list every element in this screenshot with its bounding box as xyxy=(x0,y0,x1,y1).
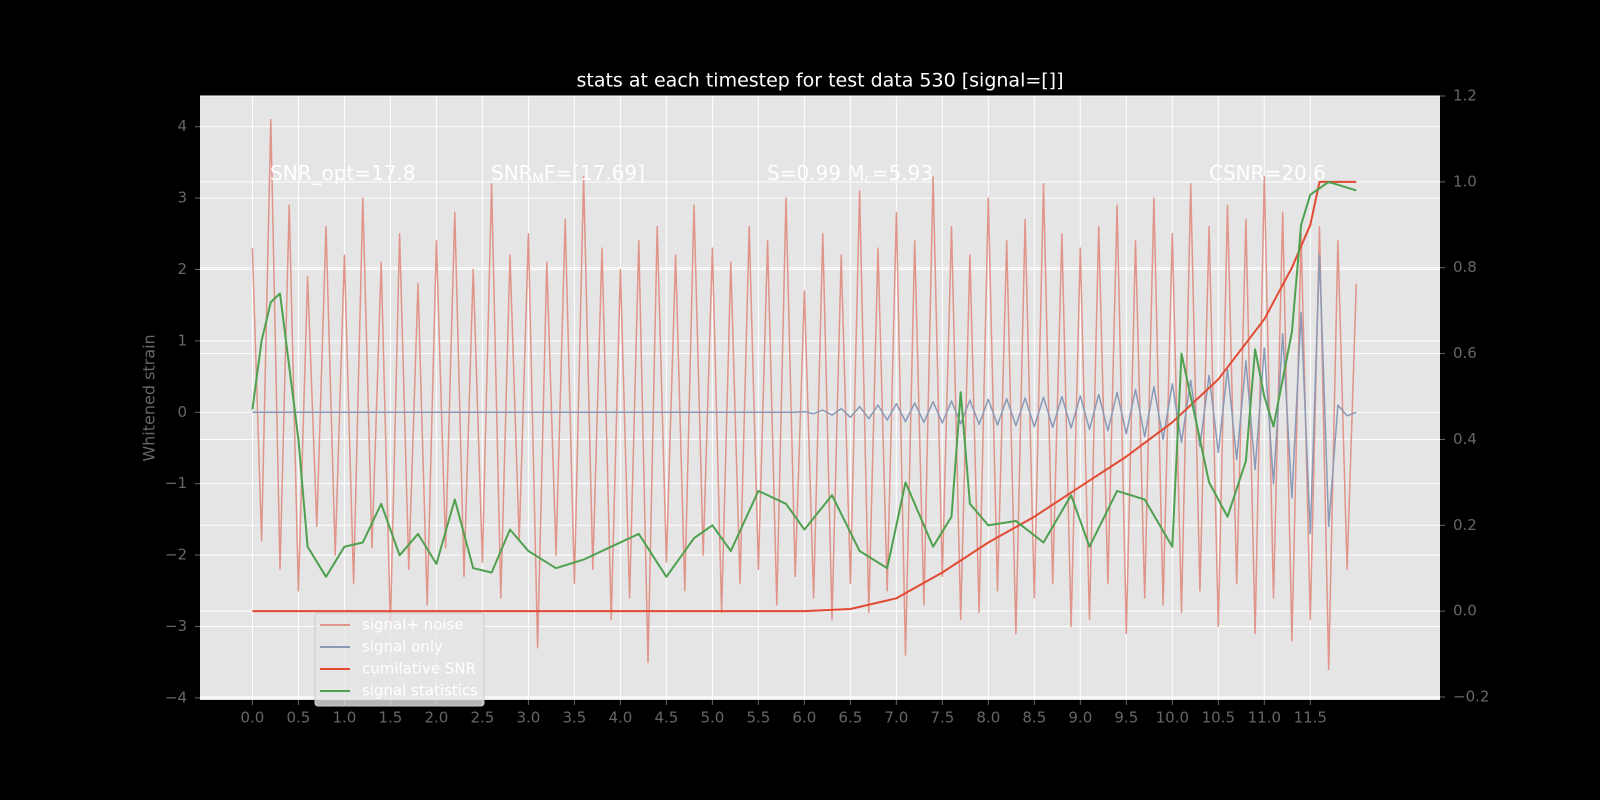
x-tick-label: 6.0 xyxy=(792,709,816,727)
legend-box xyxy=(314,612,485,707)
x-tick-label: 3.0 xyxy=(516,709,540,727)
y2-tick-label: 1.0 xyxy=(1453,172,1477,190)
annotation-part: =5.93 xyxy=(872,161,933,185)
y-tick-label: −4 xyxy=(165,688,187,706)
annotation: SNR_opt=17.8 xyxy=(270,161,416,185)
annotation-part: c xyxy=(865,172,872,187)
x-tick-label: 5.5 xyxy=(746,709,770,727)
x-tick-label: 4.5 xyxy=(654,709,678,727)
x-tick-label: 2.5 xyxy=(470,709,494,727)
x-tick-label: 9.0 xyxy=(1068,709,1092,727)
series-line xyxy=(251,180,1357,578)
annotation-part: F=[17.69] xyxy=(544,161,645,185)
y-tick-label: 3 xyxy=(177,189,187,207)
y2-tick-label: 0.2 xyxy=(1453,516,1477,534)
x-tick-label: 1.5 xyxy=(378,709,402,727)
legend-label: signal only xyxy=(362,638,443,656)
y-tick-label: −2 xyxy=(165,546,187,564)
x-tick-label: 4.0 xyxy=(608,709,632,727)
y-tick-label: 2 xyxy=(177,260,187,278)
y-axis-label: Whitened strain xyxy=(140,334,159,461)
y2-tick-label: 1.2 xyxy=(1453,87,1477,105)
chart-title: stats at each timestep for test data 530… xyxy=(576,70,1063,92)
x-tick-label: 6.5 xyxy=(838,709,862,727)
y-tick-label: 1 xyxy=(177,331,187,349)
y-tick-label: 4 xyxy=(177,117,187,135)
y2-tick-label: 0.6 xyxy=(1453,344,1477,362)
plot-area xyxy=(200,96,1440,700)
x-tick-label: 8.5 xyxy=(1022,709,1046,727)
legend-label: signal statistics xyxy=(362,682,478,700)
annotation-part: SNR_opt=17.8 xyxy=(270,161,416,185)
y2-tick-label: 0.8 xyxy=(1453,258,1477,276)
y-tick-label: −3 xyxy=(165,617,187,635)
x-tick-label: 11.0 xyxy=(1248,709,1281,727)
y-tick-label: −1 xyxy=(165,474,187,492)
y-tick-label: 0 xyxy=(177,403,187,421)
legend-label: cumilative SNR xyxy=(362,660,476,678)
y2-tick-label: −0.2 xyxy=(1453,687,1489,705)
annotation: SNRMF=[17.69] xyxy=(491,161,645,187)
x-tick-label: 7.5 xyxy=(930,709,954,727)
x-tick-label: 11.5 xyxy=(1294,709,1327,727)
annotation-part: CSNR=20.6 xyxy=(1209,161,1326,185)
series-line xyxy=(252,180,1357,613)
x-tick-label: 1.0 xyxy=(332,709,356,727)
series-line xyxy=(252,254,1357,535)
y2-tick-label: 0.0 xyxy=(1453,602,1477,620)
x-tick-label: 7.0 xyxy=(884,709,908,727)
x-tick-label: 5.0 xyxy=(700,709,724,727)
legend-label: signal+ noise xyxy=(362,616,464,634)
x-tick-label: 3.5 xyxy=(562,709,586,727)
x-tick-label: 8.0 xyxy=(976,709,1000,727)
annotation-part: M xyxy=(533,172,544,187)
annotation-part: S=0.99 M xyxy=(767,161,865,185)
annotation: S=0.99 Mc=5.93 xyxy=(767,161,933,187)
annotation-part: SNR xyxy=(491,161,533,185)
x-tick-label: 9.5 xyxy=(1114,709,1138,727)
x-tick-label: 10.0 xyxy=(1156,709,1189,727)
y2-tick-label: 0.4 xyxy=(1453,430,1477,448)
x-tick-label: 0.5 xyxy=(286,709,310,727)
x-tick-label: 0.0 xyxy=(241,709,265,727)
series-line xyxy=(251,118,1358,671)
x-tick-label: 2.0 xyxy=(424,709,448,727)
x-tick-label: 10.5 xyxy=(1202,709,1235,727)
annotation: CSNR=20.6 xyxy=(1209,161,1326,185)
